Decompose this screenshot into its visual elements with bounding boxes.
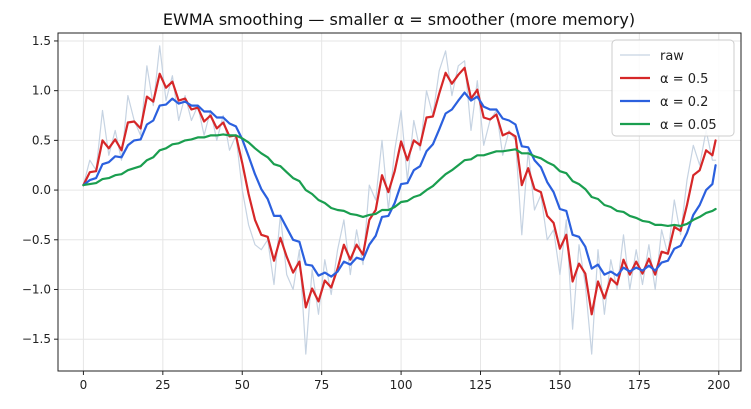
- y-tick-label: 1.0: [32, 84, 51, 98]
- series-line-2: [82, 91, 717, 278]
- plot-frame: [57, 32, 742, 372]
- x-tick-label: 200: [707, 378, 730, 392]
- series-line-1: [82, 66, 717, 316]
- y-tick-label: −1.5: [22, 332, 51, 346]
- legend-label: α = 0.2: [660, 95, 708, 110]
- y-tick-label: −1.0: [22, 282, 51, 296]
- x-tick-label: 100: [390, 378, 413, 392]
- legend: raw α = 0.5 α = 0.2 α = 0.05: [611, 39, 735, 137]
- x-tick-label: 50: [235, 378, 250, 392]
- legend-label: α = 0.5: [660, 72, 708, 87]
- chart-title: EWMA smoothing — smaller α = smoother (m…: [163, 10, 635, 29]
- series-lines: [82, 45, 717, 355]
- x-tick-label: 0: [80, 378, 88, 392]
- y-tick-label: 1.5: [32, 34, 51, 48]
- series-line-0: [82, 45, 717, 355]
- x-tick-label: 75: [314, 378, 329, 392]
- x-tick-label: 25: [155, 378, 170, 392]
- y-tick-label: 0.5: [32, 133, 51, 147]
- series-line-3: [82, 133, 717, 227]
- axes: 0 25 50 75 100 125 150 175 200 −1.5 −1.0 −0.5 0.0 0.5…: [22, 34, 730, 392]
- y-tick-label: −0.5: [22, 233, 51, 247]
- x-tick-label: 150: [548, 378, 571, 392]
- legend-box: [611, 39, 735, 137]
- y-tick-label: 0.0: [32, 183, 51, 197]
- x-tick-label: 175: [628, 378, 651, 392]
- x-tick-label: 125: [469, 378, 492, 392]
- legend-label: raw: [660, 49, 684, 64]
- legend-label: α = 0.05: [660, 118, 717, 133]
